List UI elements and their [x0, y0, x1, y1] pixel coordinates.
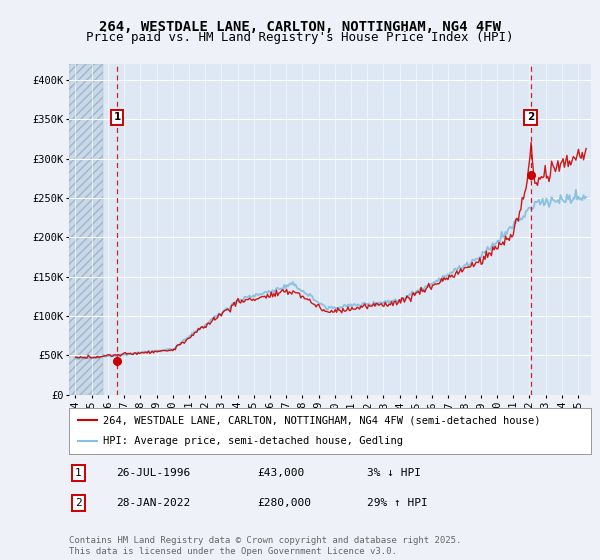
Text: 26-JUL-1996: 26-JUL-1996 [116, 468, 190, 478]
Text: HPI: Average price, semi-detached house, Gedling: HPI: Average price, semi-detached house,… [103, 436, 403, 446]
Text: 2: 2 [527, 112, 535, 122]
Text: £43,000: £43,000 [257, 468, 304, 478]
Text: Contains HM Land Registry data © Crown copyright and database right 2025.
This d: Contains HM Land Registry data © Crown c… [69, 536, 461, 556]
Text: £280,000: £280,000 [257, 498, 311, 508]
Text: 1: 1 [75, 468, 82, 478]
Text: 264, WESTDALE LANE, CARLTON, NOTTINGHAM, NG4 4FW (semi-detached house): 264, WESTDALE LANE, CARLTON, NOTTINGHAM,… [103, 415, 541, 425]
Text: 3% ↓ HPI: 3% ↓ HPI [367, 468, 421, 478]
Text: 2: 2 [75, 498, 82, 508]
Text: 28-JAN-2022: 28-JAN-2022 [116, 498, 190, 508]
Text: 29% ↑ HPI: 29% ↑ HPI [367, 498, 427, 508]
Text: Price paid vs. HM Land Registry's House Price Index (HPI): Price paid vs. HM Land Registry's House … [86, 31, 514, 44]
Text: 264, WESTDALE LANE, CARLTON, NOTTINGHAM, NG4 4FW: 264, WESTDALE LANE, CARLTON, NOTTINGHAM,… [99, 20, 501, 34]
Text: 1: 1 [113, 112, 121, 122]
